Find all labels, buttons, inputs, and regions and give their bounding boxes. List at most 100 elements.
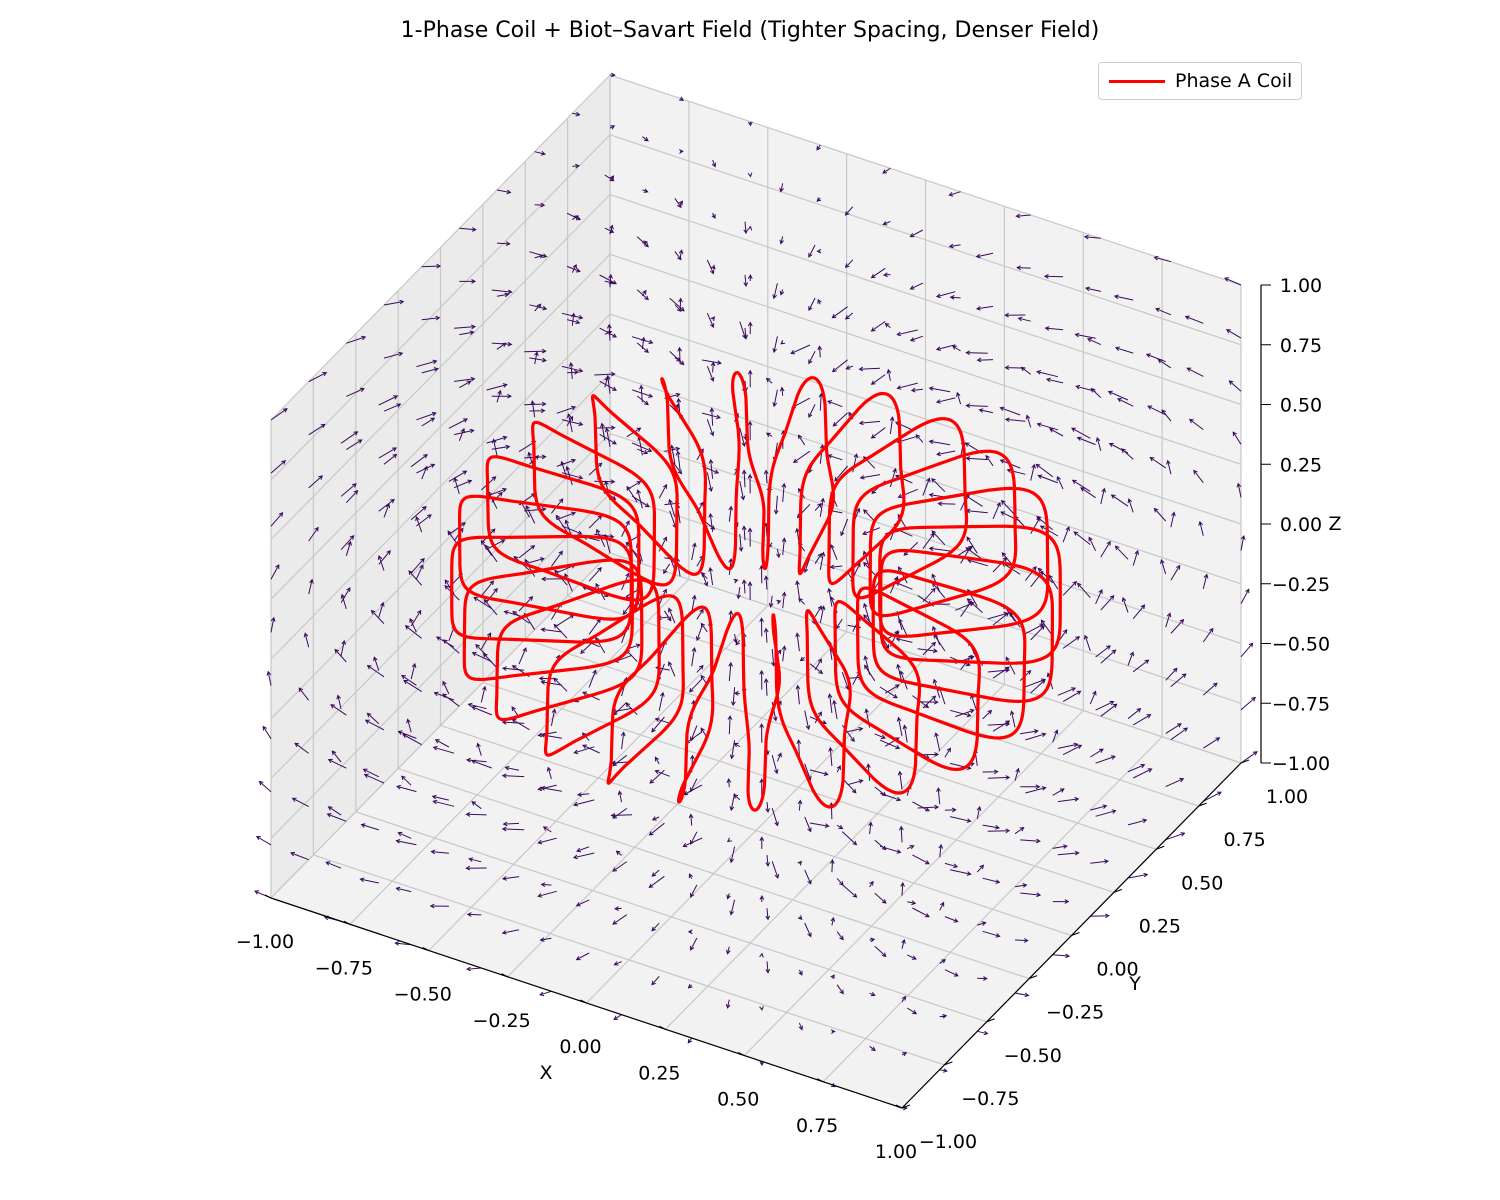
field-arrow <box>1203 737 1221 749</box>
field-arrow <box>708 458 714 479</box>
field-arrow <box>383 351 404 359</box>
x-tick-label: −0.25 <box>473 1010 531 1032</box>
field-arrow <box>870 374 886 385</box>
field-arrow <box>340 639 346 656</box>
field-arrow <box>944 862 959 869</box>
y-tick-label: −0.75 <box>961 1088 1019 1110</box>
field-arrow <box>345 489 359 504</box>
field-arrow <box>1043 274 1064 279</box>
field-arrow <box>975 305 994 311</box>
field-arrow <box>896 716 903 737</box>
field-arrow <box>836 765 841 773</box>
field-arrow <box>869 937 876 943</box>
field-arrow <box>710 264 716 270</box>
field-arrow <box>1036 422 1059 431</box>
field-arrow <box>648 875 665 889</box>
field-arrow <box>651 922 660 932</box>
field-arrow <box>1037 567 1054 584</box>
field-arrow <box>706 259 715 275</box>
field-arrow <box>869 1045 876 1052</box>
field-arrow <box>795 632 800 652</box>
field-arrow <box>471 652 493 663</box>
field-arrows <box>254 72 1258 1111</box>
field-arrow <box>781 645 787 662</box>
field-arrow <box>401 775 412 786</box>
field-arrow <box>1009 611 1021 628</box>
z-tick-label: −1.00 <box>1272 753 1330 775</box>
field-arrow <box>689 725 698 742</box>
field-arrow <box>290 851 309 861</box>
field-arrow <box>1240 696 1256 711</box>
field-arrow <box>1095 436 1102 451</box>
field-arrow <box>363 773 385 784</box>
field-arrow <box>781 537 787 556</box>
field-arrow <box>1062 744 1083 756</box>
field-arrow <box>486 435 508 444</box>
field-arrow <box>539 990 552 997</box>
field-arrow <box>667 607 676 624</box>
field-arrow <box>1073 531 1091 545</box>
field-arrow <box>614 906 622 911</box>
field-arrow <box>937 501 956 507</box>
field-arrow <box>604 227 615 233</box>
field-arrow <box>1100 487 1106 505</box>
field-arrow <box>858 366 881 372</box>
y-tick <box>1113 888 1123 893</box>
field-arrow <box>808 350 816 365</box>
field-arrow <box>291 797 309 808</box>
field-arrow <box>448 418 469 429</box>
field-arrow <box>779 183 784 193</box>
field-arrow <box>901 938 906 949</box>
field-arrow <box>747 321 753 335</box>
field-arrow <box>617 790 623 803</box>
field-arrow <box>1095 755 1116 764</box>
field-arrow <box>1127 708 1142 720</box>
field-arrow <box>829 564 843 570</box>
field-arrow <box>486 487 508 497</box>
field-arrow <box>599 380 618 391</box>
field-arrow <box>1160 558 1167 575</box>
field-arrow <box>1202 573 1209 590</box>
field-arrow <box>1165 612 1172 628</box>
field-arrow <box>951 345 961 352</box>
field-arrow <box>642 188 649 193</box>
field-arrow <box>687 1037 693 1044</box>
field-arrow <box>537 890 557 898</box>
field-arrow <box>1009 710 1016 728</box>
field-arrow <box>1170 673 1187 687</box>
field-arrow <box>485 544 498 563</box>
field-arrow <box>747 527 753 547</box>
x-tick-label: 0.50 <box>717 1089 759 1111</box>
field-arrow <box>529 251 548 258</box>
field-arrow <box>631 389 654 398</box>
x-tick <box>580 999 587 1004</box>
field-arrow <box>421 417 436 427</box>
field-arrow <box>529 408 546 414</box>
field-arrow <box>421 263 442 269</box>
field-arrow <box>266 670 272 686</box>
field-arrow <box>501 773 525 779</box>
field-arrow <box>1147 405 1166 416</box>
field-arrow <box>1110 494 1129 507</box>
y-tick-label: 0.00 <box>1096 959 1138 981</box>
field-arrow <box>1052 729 1059 743</box>
field-arrow <box>1127 498 1134 513</box>
field-arrow <box>540 627 562 633</box>
field-arrow <box>845 365 853 370</box>
field-arrow <box>1225 329 1242 339</box>
field-arrow <box>1052 788 1065 796</box>
field-arrow <box>1036 515 1054 531</box>
field-arrow <box>987 828 1011 834</box>
field-arrow <box>896 382 918 390</box>
field-arrow <box>1193 469 1204 484</box>
field-arrow <box>566 212 582 221</box>
field-arrow <box>612 754 628 767</box>
y-tick-label: 0.50 <box>1181 872 1223 894</box>
field-arrow <box>695 625 703 642</box>
field-arrow <box>706 312 715 329</box>
field-arrow <box>1127 818 1148 826</box>
field-arrow <box>575 952 590 961</box>
field-arrow <box>1165 777 1185 788</box>
field-arrow <box>410 609 422 627</box>
field-arrow <box>1228 380 1242 392</box>
